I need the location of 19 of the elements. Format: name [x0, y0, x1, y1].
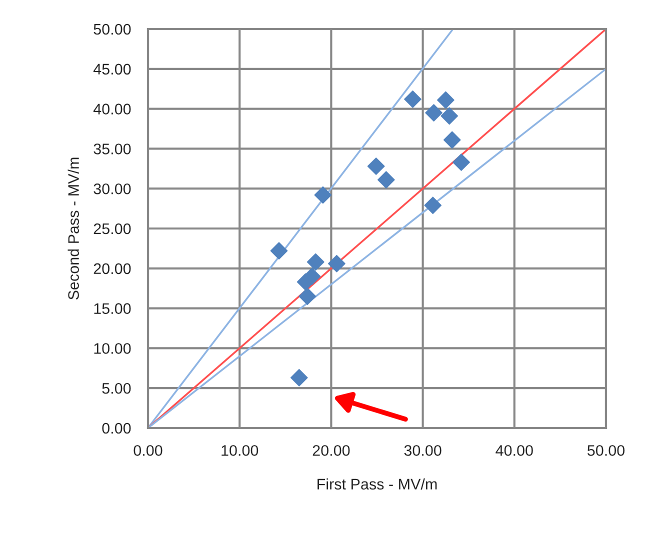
x-axis-title: First Pass - MV/m: [318, 478, 437, 490]
y-tick-label: 35.00: [94, 144, 131, 154]
x-tick-label: 40.00: [496, 445, 533, 456]
x-tick-label: 0.00: [134, 445, 162, 456]
y-tick-label: 15.00: [94, 303, 131, 314]
y-tick-label: 0.00: [102, 422, 131, 434]
x-tick-label: 50.00: [587, 445, 625, 456]
y-tick-label: 20.00: [94, 263, 131, 274]
y-tick-label: 10.00: [94, 343, 131, 354]
y-tick-label: 50.00: [94, 24, 131, 35]
y-tick-label: 30.00: [94, 183, 131, 194]
y-tick-label: 45.00: [93, 64, 131, 75]
x-tick-label: 20.00: [312, 445, 350, 456]
x-tick-label: 30.00: [404, 445, 442, 456]
y-axis-title: Second Pass - MV/m: [68, 158, 79, 300]
y-tick-label: 25.00: [94, 223, 131, 234]
y-tick-label: 40.00: [93, 104, 131, 114]
y-tick-label: 5.00: [102, 382, 131, 394]
x-tick-label: 10.00: [222, 445, 258, 456]
